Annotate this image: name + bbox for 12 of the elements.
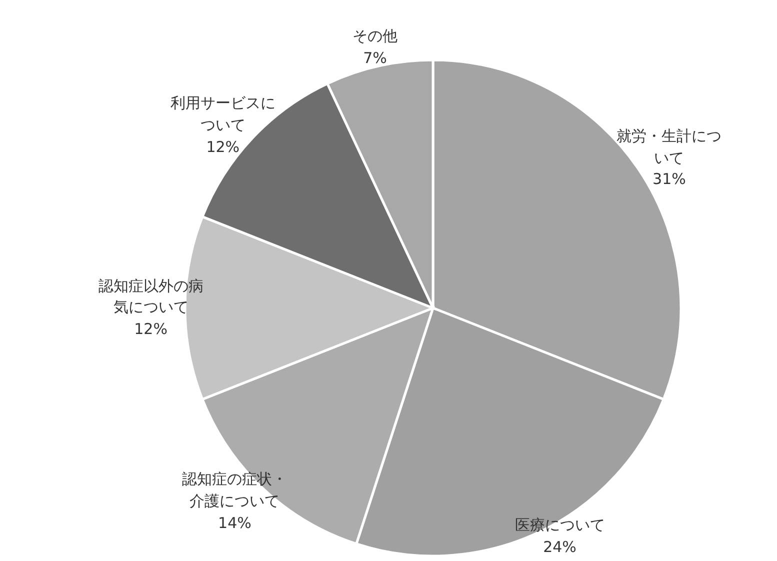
slice-label: 医療について [514, 515, 605, 536]
data-label: 7% [362, 48, 388, 70]
data-label: 31% [652, 169, 687, 190]
slice-label: 利用サービスについて [169, 93, 276, 136]
data-label: 12% [133, 319, 168, 340]
slice-label: その他 [352, 26, 398, 48]
data-label: 12% [205, 136, 241, 158]
slice-label: 就労・生計について [616, 126, 723, 169]
data-label: 24% [542, 536, 578, 558]
slice-label: 認知症の症状・介護について [181, 469, 288, 512]
slice-label: 認知症以外の病気について [97, 276, 204, 318]
data-label: 14% [217, 512, 252, 534]
